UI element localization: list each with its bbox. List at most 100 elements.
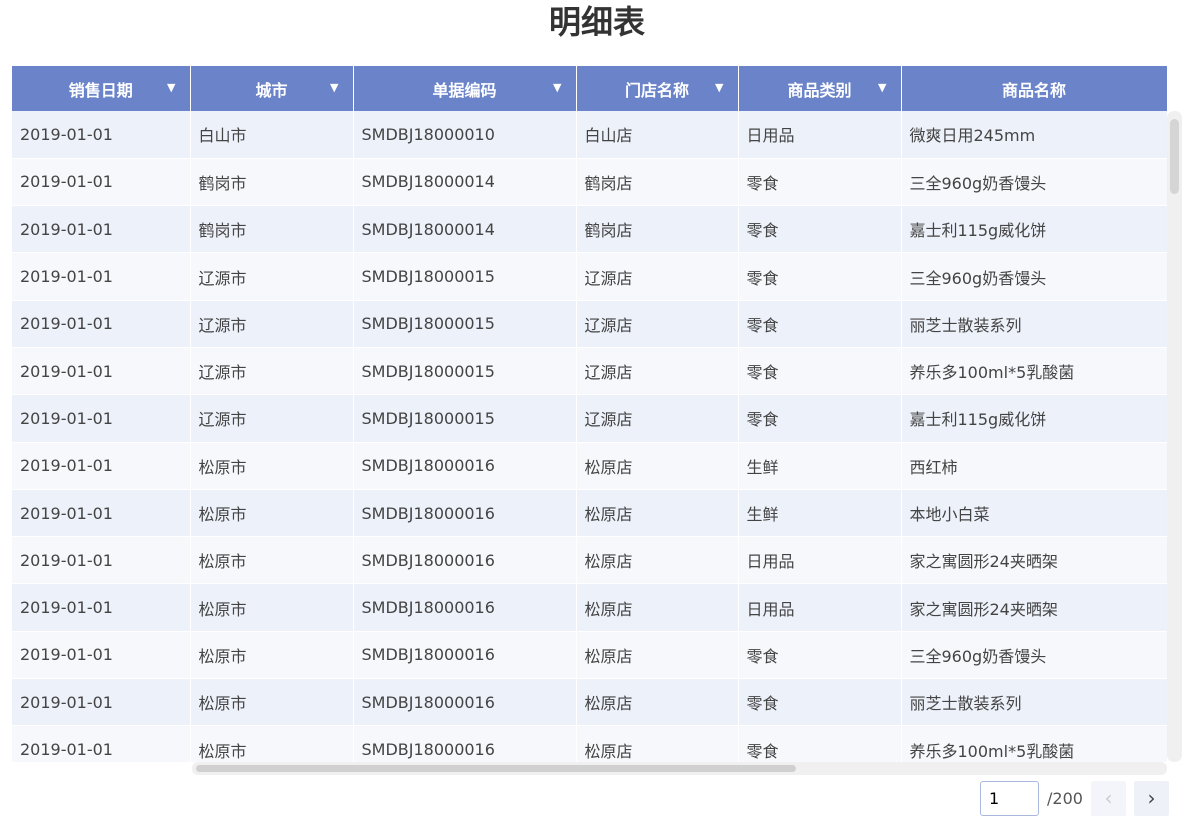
table-cell: 2019-01-01	[12, 583, 191, 632]
table-cell: 辽源店	[576, 347, 739, 396]
table-cell: 2019-01-01	[12, 442, 191, 490]
table-cell: 2019-01-01	[12, 725, 191, 762]
table-cell: 2019-01-01	[12, 489, 191, 538]
table-cell: SMDBJ18000015	[353, 394, 577, 443]
table-cell: 西红柿	[901, 442, 1168, 490]
table-cell: 零食	[738, 205, 902, 254]
page-number-input[interactable]	[980, 780, 1039, 816]
page-title: 明细表	[548, 3, 645, 41]
table-cell: 嘉士利115g威化饼	[901, 205, 1168, 254]
table-cell: 2019-01-01	[12, 205, 191, 254]
table-cell: SMDBJ18000015	[353, 300, 577, 348]
column-header-label: 销售日期	[68, 80, 133, 100]
table-row[interactable]: 2019-01-01 辽源市 SMDBJ18000015 辽源店 零食 三全960g奶香馒…	[12, 252, 1168, 301]
horizontal-scroll-thumb[interactable]	[196, 765, 796, 772]
table-cell: 丽芝士散装系列	[901, 300, 1168, 348]
table-cell: SMDBJ18000016	[353, 583, 577, 632]
table-cell: 零食	[738, 678, 902, 727]
table-cell: 辽源店	[576, 300, 739, 348]
table-cell: 三全960g奶香馒头	[901, 158, 1168, 207]
column-header-label: 城市	[255, 80, 288, 100]
table-cell: 松原店	[576, 631, 739, 680]
chevron-right-icon: ›	[1147, 786, 1156, 810]
table-row[interactable]: 2019-01-01 松原市 SMDBJ18000016 松原店 日用品 家之寓圆形24夹…	[12, 536, 1168, 585]
next-page-button[interactable]: ›	[1134, 780, 1169, 816]
filter-dropdown-icon[interactable]: ▼	[878, 81, 887, 94]
column-header[interactable]: 门店名称 ▼	[576, 66, 739, 111]
table-cell: 家之寓圆形24夹晒架	[901, 536, 1168, 585]
table-row[interactable]: 2019-01-01 鹤岗市 SMDBJ18000014 鹤岗店 零食 三全960g奶香馒…	[12, 158, 1168, 207]
table-cell: 2019-01-01	[12, 158, 191, 207]
table-row[interactable]: 2019-01-01 松原市 SMDBJ18000016 松原店 零食 养乐多100ml*…	[12, 725, 1168, 762]
table-row[interactable]: 2019-01-01 辽源市 SMDBJ18000015 辽源店 零食 嘉士利115g威化…	[12, 394, 1168, 443]
table-cell: SMDBJ18000014	[353, 205, 577, 254]
table-cell: 养乐多100ml*5乳酸菌	[901, 347, 1168, 396]
detail-table: 销售日期 ▼ 城市 ▼ 单据编码 ▼ 门店名称 ▼ 商品类别 ▼ 商品名称 2019-01-01 白山…	[12, 66, 1168, 762]
table-cell: SMDBJ18000015	[353, 252, 577, 301]
table-cell: 2019-01-01	[12, 252, 191, 301]
table-row[interactable]: 2019-01-01 松原市 SMDBJ18000016 松原店 日用品 家之寓圆形24夹…	[12, 583, 1168, 632]
filter-dropdown-icon[interactable]: ▼	[330, 81, 339, 94]
table-cell: SMDBJ18000010	[353, 111, 577, 159]
table-cell: 家之寓圆形24夹晒架	[901, 583, 1168, 632]
filter-dropdown-icon[interactable]: ▼	[167, 81, 176, 94]
column-header[interactable]: 商品名称	[901, 66, 1168, 111]
column-header-label: 单据编码	[432, 80, 497, 100]
table-cell: 2019-01-01	[12, 111, 191, 159]
column-header-label: 门店名称	[624, 80, 689, 100]
table-cell: 松原店	[576, 536, 739, 585]
table-cell: 辽源市	[190, 300, 354, 348]
table-cell: 本地小白菜	[901, 489, 1168, 538]
table-cell: 三全960g奶香馒头	[901, 631, 1168, 680]
pagination: /200 ‹ ›	[980, 780, 1169, 816]
table-row[interactable]: 2019-01-01 辽源市 SMDBJ18000015 辽源店 零食 养乐多100ml*…	[12, 347, 1168, 396]
column-header[interactable]: 商品类别 ▼	[738, 66, 902, 111]
table-row[interactable]: 2019-01-01 松原市 SMDBJ18000016 松原店 零食 丽芝士散装系列	[12, 678, 1168, 727]
table-cell: 鹤岗店	[576, 205, 739, 254]
table-cell: SMDBJ18000016	[353, 631, 577, 680]
table-cell: 零食	[738, 300, 902, 348]
table-cell: 松原店	[576, 489, 739, 538]
column-header[interactable]: 销售日期 ▼	[12, 66, 191, 111]
table-cell: 辽源店	[576, 394, 739, 443]
vertical-scrollbar[interactable]	[1167, 111, 1182, 762]
table-row[interactable]: 2019-01-01 松原市 SMDBJ18000016 松原店 生鲜 西红柿	[12, 442, 1168, 490]
table-row[interactable]: 2019-01-01 白山市 SMDBJ18000010 白山店 日用品 微爽日用245m…	[12, 111, 1168, 159]
vertical-scroll-thumb[interactable]	[1170, 119, 1179, 194]
table-cell: 2019-01-01	[12, 300, 191, 348]
table-cell: 松原店	[576, 442, 739, 490]
filter-dropdown-icon[interactable]: ▼	[715, 81, 724, 94]
table-row[interactable]: 2019-01-01 辽源市 SMDBJ18000015 辽源店 零食 丽芝士散装系列	[12, 300, 1168, 348]
table-cell: 2019-01-01	[12, 536, 191, 585]
table-cell: 辽源市	[190, 394, 354, 443]
table-cell: 2019-01-01	[12, 678, 191, 727]
page-total: /200	[1047, 788, 1083, 808]
horizontal-scrollbar[interactable]	[192, 762, 1167, 775]
column-header[interactable]: 城市 ▼	[190, 66, 354, 111]
table-cell: 嘉士利115g威化饼	[901, 394, 1168, 443]
table-cell: SMDBJ18000016	[353, 725, 577, 762]
table-cell: 松原店	[576, 725, 739, 762]
table-row[interactable]: 2019-01-01 松原市 SMDBJ18000016 松原店 生鲜 本地小白菜	[12, 489, 1168, 538]
table-cell: 零食	[738, 158, 902, 207]
table-row[interactable]: 2019-01-01 鹤岗市 SMDBJ18000014 鹤岗店 零食 嘉士利115g威化…	[12, 205, 1168, 254]
table-cell: 松原市	[190, 489, 354, 538]
table-cell: 日用品	[738, 536, 902, 585]
table-cell: 丽芝士散装系列	[901, 678, 1168, 727]
table-cell: 三全960g奶香馒头	[901, 252, 1168, 301]
table-cell: SMDBJ18000016	[353, 536, 577, 585]
table-cell: 零食	[738, 347, 902, 396]
filter-dropdown-icon[interactable]: ▼	[553, 81, 562, 94]
column-header-label: 商品名称	[1001, 80, 1066, 100]
table-cell: 松原市	[190, 583, 354, 632]
table-header-row: 销售日期 ▼ 城市 ▼ 单据编码 ▼ 门店名称 ▼ 商品类别 ▼ 商品名称	[12, 66, 1168, 111]
table-cell: 生鲜	[738, 442, 902, 490]
detail-table-container: 销售日期 ▼ 城市 ▼ 单据编码 ▼ 门店名称 ▼ 商品类别 ▼ 商品名称 2019-01-01 白山…	[12, 66, 1182, 762]
table-row[interactable]: 2019-01-01 松原市 SMDBJ18000016 松原店 零食 三全960g奶香馒…	[12, 631, 1168, 680]
table-cell: 辽源店	[576, 252, 739, 301]
table-cell: 鹤岗市	[190, 205, 354, 254]
column-header[interactable]: 单据编码 ▼	[353, 66, 577, 111]
table-cell: 辽源市	[190, 347, 354, 396]
table-cell: 松原市	[190, 725, 354, 762]
prev-page-button[interactable]: ‹	[1091, 780, 1126, 816]
